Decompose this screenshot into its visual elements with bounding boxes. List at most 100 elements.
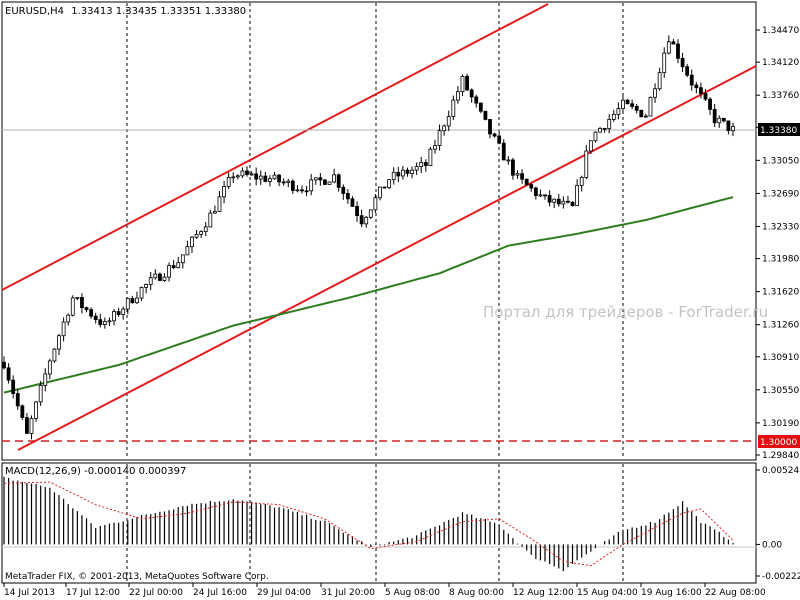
candle[interactable] bbox=[217, 191, 222, 212]
candle[interactable] bbox=[511, 157, 515, 180]
candle[interactable] bbox=[203, 221, 208, 237]
candle[interactable] bbox=[437, 124, 442, 151]
candle[interactable] bbox=[268, 175, 272, 187]
candle[interactable] bbox=[611, 109, 616, 122]
candle[interactable] bbox=[38, 380, 43, 406]
candle[interactable] bbox=[556, 193, 561, 207]
candle[interactable] bbox=[570, 201, 575, 207]
candle[interactable] bbox=[107, 317, 112, 327]
candle[interactable] bbox=[653, 83, 657, 103]
candle[interactable] bbox=[584, 144, 589, 180]
candle[interactable] bbox=[263, 171, 268, 183]
candle[interactable] bbox=[506, 156, 511, 165]
candle[interactable] bbox=[295, 185, 300, 193]
candle[interactable] bbox=[643, 113, 648, 119]
candle[interactable] bbox=[497, 131, 502, 145]
candle[interactable] bbox=[726, 120, 731, 135]
macd-signal-line[interactable] bbox=[3, 481, 734, 567]
candle[interactable] bbox=[286, 178, 291, 188]
candle[interactable] bbox=[465, 73, 469, 92]
candle[interactable] bbox=[699, 82, 703, 99]
candle[interactable] bbox=[93, 312, 98, 324]
macd-panel[interactable] bbox=[1, 462, 757, 584]
candle[interactable] bbox=[190, 236, 194, 253]
candle[interactable] bbox=[327, 181, 332, 185]
candle[interactable] bbox=[648, 96, 653, 117]
candle[interactable] bbox=[148, 272, 153, 291]
candle[interactable] bbox=[382, 186, 387, 189]
candle[interactable] bbox=[57, 333, 61, 356]
candle[interactable] bbox=[157, 272, 162, 281]
candle[interactable] bbox=[139, 286, 144, 302]
candle[interactable] bbox=[451, 95, 456, 120]
candle[interactable] bbox=[579, 175, 584, 192]
candle[interactable] bbox=[254, 167, 259, 186]
candle[interactable] bbox=[538, 189, 543, 198]
candle[interactable] bbox=[226, 172, 231, 190]
candle[interactable] bbox=[309, 174, 314, 196]
candle[interactable] bbox=[281, 178, 286, 186]
candle[interactable] bbox=[235, 174, 240, 180]
candle[interactable] bbox=[130, 295, 135, 304]
candle[interactable] bbox=[240, 167, 245, 179]
candle[interactable] bbox=[721, 117, 726, 123]
candle[interactable] bbox=[524, 178, 529, 186]
candle[interactable] bbox=[70, 295, 75, 317]
candle[interactable] bbox=[313, 177, 318, 185]
candle[interactable] bbox=[116, 307, 121, 317]
candle[interactable] bbox=[460, 74, 465, 97]
candle[interactable] bbox=[391, 167, 396, 185]
candle[interactable] bbox=[185, 240, 190, 256]
candle[interactable] bbox=[194, 230, 199, 239]
candle[interactable] bbox=[213, 205, 217, 214]
candle[interactable] bbox=[345, 189, 350, 204]
candle[interactable] bbox=[405, 167, 410, 177]
candle[interactable] bbox=[20, 404, 25, 420]
candle[interactable] bbox=[171, 259, 176, 270]
candle[interactable] bbox=[442, 124, 447, 136]
candle[interactable] bbox=[662, 47, 667, 78]
candle[interactable] bbox=[712, 103, 717, 127]
candle[interactable] bbox=[575, 179, 580, 207]
moving-average-path[interactable] bbox=[3, 196, 734, 394]
candle[interactable] bbox=[29, 415, 34, 440]
candle[interactable] bbox=[708, 97, 712, 115]
candle[interactable] bbox=[387, 179, 392, 190]
candle[interactable] bbox=[75, 297, 80, 301]
candle[interactable] bbox=[199, 230, 204, 238]
price-panel[interactable] bbox=[1, 1, 757, 461]
candle[interactable] bbox=[552, 198, 557, 209]
candle[interactable] bbox=[621, 95, 625, 113]
candle[interactable] bbox=[359, 209, 364, 228]
candle[interactable] bbox=[231, 172, 236, 184]
candle[interactable] bbox=[121, 306, 126, 320]
candle[interactable] bbox=[364, 215, 369, 228]
candle[interactable] bbox=[84, 306, 89, 313]
candle[interactable] bbox=[533, 186, 538, 200]
candle[interactable] bbox=[144, 283, 149, 294]
candle[interactable] bbox=[6, 363, 11, 384]
candle[interactable] bbox=[634, 103, 639, 114]
candle[interactable] bbox=[222, 180, 226, 204]
candle[interactable] bbox=[731, 122, 735, 137]
candle[interactable] bbox=[15, 389, 20, 410]
candle[interactable] bbox=[153, 269, 158, 280]
macd-histogram[interactable] bbox=[3, 476, 734, 572]
candle[interactable] bbox=[529, 183, 534, 192]
candle[interactable] bbox=[598, 126, 602, 133]
candle[interactable] bbox=[703, 89, 708, 102]
candle[interactable] bbox=[47, 358, 52, 380]
candle[interactable] bbox=[2, 356, 6, 370]
candle[interactable] bbox=[414, 162, 419, 175]
candle[interactable] bbox=[112, 309, 116, 326]
candle[interactable] bbox=[373, 194, 378, 213]
candle[interactable] bbox=[433, 139, 437, 154]
moving-average-line[interactable] bbox=[3, 196, 734, 394]
candle[interactable] bbox=[694, 81, 699, 94]
candle[interactable] bbox=[102, 317, 107, 329]
candle[interactable] bbox=[318, 173, 323, 186]
candle[interactable] bbox=[245, 166, 249, 177]
candle[interactable] bbox=[419, 156, 424, 173]
candle[interactable] bbox=[341, 184, 346, 200]
candle[interactable] bbox=[625, 99, 630, 105]
